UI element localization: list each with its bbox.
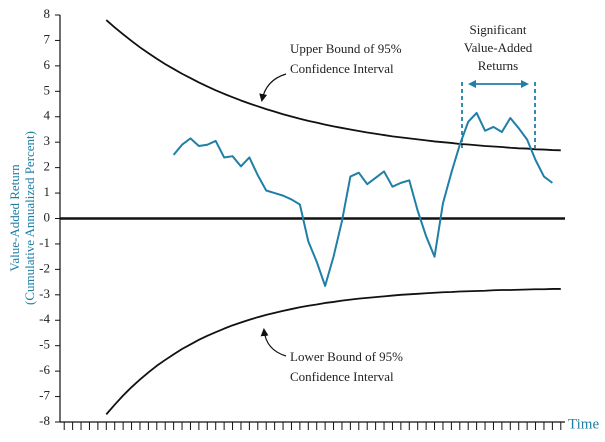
- y-label: (Cumulative Annualized Percent): [22, 131, 37, 305]
- y-label: Value-Added Return: [7, 164, 22, 272]
- y-tick-label: -7: [39, 388, 50, 403]
- y-tick-label: -6: [39, 362, 50, 377]
- y-axis-title: Value-Added Return (Cumulative Annualize…: [7, 131, 37, 305]
- y-tick-label: -8: [39, 413, 50, 428]
- y-tick-label: 2: [44, 159, 51, 174]
- y-tick-label: -3: [39, 286, 50, 301]
- annotation: Confidence Interval: [290, 369, 394, 384]
- annotation: Value-Added: [464, 40, 533, 55]
- y-tick-label: 7: [44, 31, 51, 46]
- y-tick-label: 5: [44, 82, 51, 97]
- y-tick-label: 4: [44, 108, 51, 123]
- y-tick-label: 6: [44, 57, 51, 72]
- y-tick-label: 1: [44, 184, 51, 199]
- y-tick-label: -2: [39, 260, 50, 275]
- annotation: Significant: [469, 22, 526, 37]
- y-tick-label: -1: [39, 235, 50, 250]
- annotation: Confidence Interval: [290, 61, 394, 76]
- series-line: [172, 111, 553, 287]
- annotation: Lower Bound of 95%: [290, 349, 403, 364]
- y-tick-label: -5: [39, 337, 50, 352]
- annotation: Upper Bound of 95%: [290, 41, 402, 56]
- annotation: Returns: [478, 58, 518, 73]
- annotation-arrow: [260, 328, 287, 357]
- annotation-arrow: [259, 73, 287, 102]
- y-tick-label: 3: [44, 133, 51, 148]
- y-tick-label: -4: [39, 311, 50, 326]
- y-tick-label: 0: [44, 209, 51, 224]
- x-label: Time: [568, 416, 599, 432]
- series-line: [105, 288, 561, 415]
- series-line: [105, 19, 561, 152]
- y-tick-label: 8: [44, 6, 51, 21]
